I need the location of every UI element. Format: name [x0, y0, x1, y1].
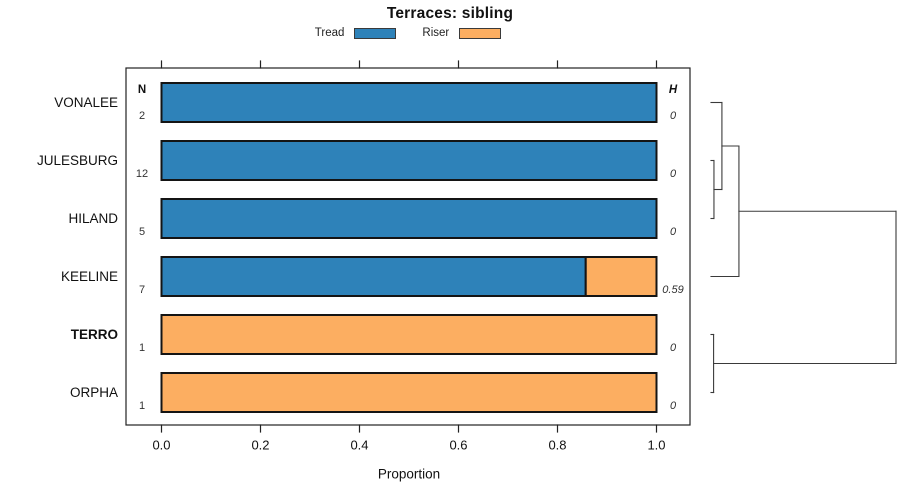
x-tick-label: 0.4 [350, 438, 368, 453]
bar-segment-riser-keeline [584, 256, 658, 297]
n-value-julesburg: 12 [136, 168, 148, 180]
row-label-vonalee: VONALEE [54, 95, 118, 110]
row-label-julesburg: JULESBURG [37, 153, 118, 168]
bar-segment-tread-vonalee [160, 82, 658, 123]
row-label-keeline: KEELINE [61, 269, 118, 284]
h-column-header: H [669, 84, 678, 96]
legend-label-riser: Riser [422, 27, 450, 39]
x-tick-label: 0.8 [548, 438, 566, 453]
legend-label-tread: Tread [314, 27, 345, 39]
n-column-header: N [138, 84, 146, 96]
chart-title: Terraces: sibling [386, 5, 514, 22]
row-label-orpha: ORPHA [70, 385, 118, 400]
h-value-vonalee: 0 [670, 110, 677, 122]
legend: Tread Riser [126, 26, 690, 40]
n-value-orpha: 1 [139, 400, 145, 412]
x-axis-label: Proportion [378, 467, 440, 482]
bar-segment-tread-hiland [160, 198, 658, 239]
row-label-hiland: HILAND [68, 211, 118, 226]
x-tick-label: 0.6 [449, 438, 467, 453]
plot-box [125, 67, 691, 426]
n-value-hiland: 5 [139, 226, 145, 238]
legend-item-tread: Tread [315, 27, 397, 39]
legend-swatch-tread-icon [354, 27, 397, 39]
bar-segment-riser-orpha [160, 372, 658, 413]
h-value-terro: 0 [670, 342, 677, 354]
n-value-keeline: 7 [139, 284, 145, 296]
legend-item-riser: Riser [422, 27, 502, 39]
x-tick-label: 0.2 [251, 438, 269, 453]
n-value-vonalee: 2 [139, 110, 145, 122]
x-tick-label: 0.0 [152, 438, 170, 453]
h-value-julesburg: 0 [670, 168, 677, 180]
n-value-terro: 1 [139, 342, 145, 354]
bar-segment-riser-terro [160, 314, 658, 355]
h-value-orpha: 0 [670, 400, 677, 412]
x-tick-label: 1.0 [647, 438, 665, 453]
h-value-keeline: 0.59 [662, 284, 683, 296]
row-label-terro: TERRO [71, 327, 118, 342]
legend-swatch-riser-icon [459, 27, 502, 39]
h-value-hiland: 0 [670, 226, 677, 238]
bar-segment-tread-keeline [160, 256, 587, 297]
bar-segment-tread-julesburg [160, 140, 658, 181]
